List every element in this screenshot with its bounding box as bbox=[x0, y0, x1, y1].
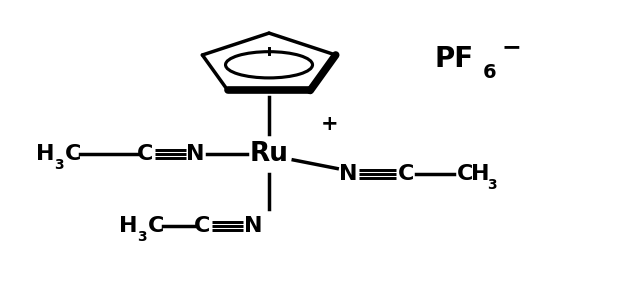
Text: 3: 3 bbox=[54, 157, 64, 171]
Text: 3: 3 bbox=[137, 230, 147, 244]
Text: H: H bbox=[471, 164, 490, 184]
Text: −: − bbox=[502, 36, 522, 59]
Text: N: N bbox=[186, 144, 205, 164]
Text: C: C bbox=[148, 216, 164, 236]
Text: +: + bbox=[321, 114, 339, 134]
Text: C: C bbox=[398, 164, 414, 184]
Text: C: C bbox=[136, 144, 153, 164]
Text: H: H bbox=[119, 216, 138, 236]
Text: 6: 6 bbox=[483, 63, 496, 81]
Text: N: N bbox=[339, 164, 358, 184]
Text: PF: PF bbox=[435, 45, 474, 73]
Text: C: C bbox=[457, 164, 474, 184]
Text: C: C bbox=[65, 144, 81, 164]
Text: 3: 3 bbox=[487, 178, 497, 192]
Text: N: N bbox=[244, 216, 262, 236]
Text: Ru: Ru bbox=[250, 141, 289, 167]
Text: H: H bbox=[36, 144, 55, 164]
Text: C: C bbox=[194, 216, 211, 236]
